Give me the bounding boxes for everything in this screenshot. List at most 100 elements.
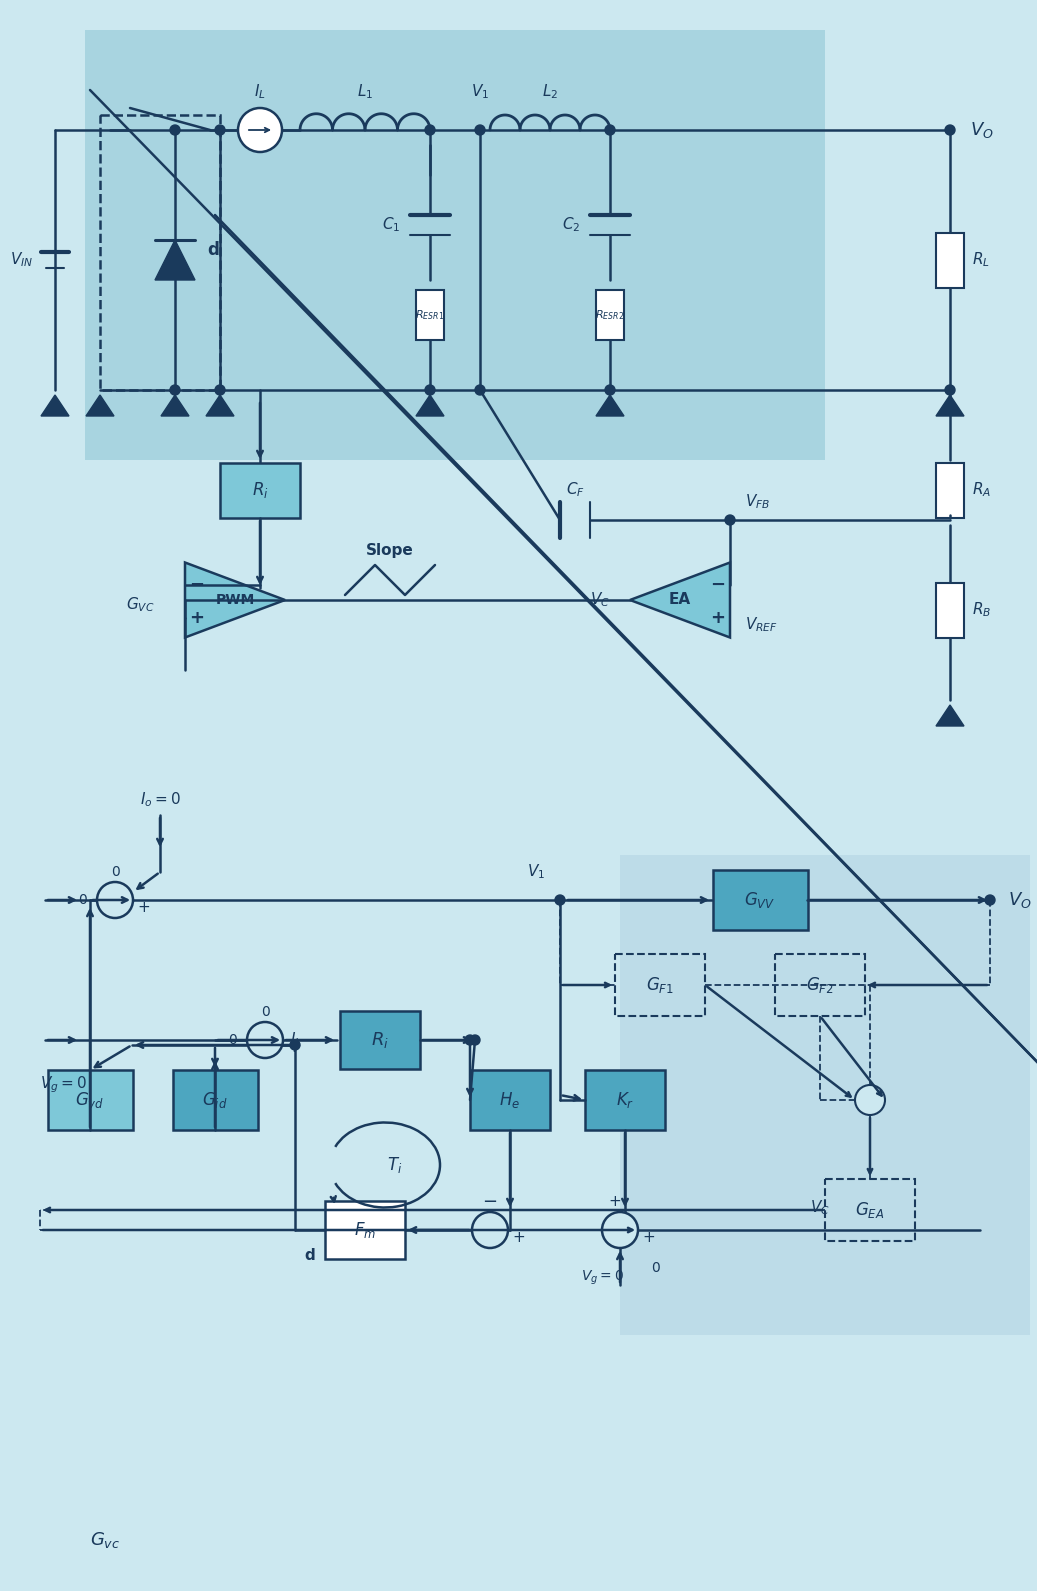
Circle shape [605, 385, 615, 395]
Text: $R_{ESR1}$: $R_{ESR1}$ [416, 309, 445, 321]
Text: +: + [287, 1041, 300, 1055]
Text: $H_e$: $H_e$ [500, 1090, 521, 1111]
Bar [620, 854, 1030, 1335]
Polygon shape [630, 563, 730, 638]
Circle shape [215, 126, 225, 135]
Text: +: + [609, 1195, 621, 1209]
Polygon shape [936, 395, 964, 415]
Circle shape [470, 1036, 480, 1045]
Bar [470, 1071, 550, 1130]
Circle shape [425, 126, 435, 135]
Circle shape [475, 126, 485, 135]
Bar [220, 463, 300, 517]
Text: +: + [190, 609, 204, 627]
Text: $V_{FB}$: $V_{FB}$ [745, 493, 770, 511]
Circle shape [290, 1041, 300, 1050]
Text: $V_C$: $V_C$ [590, 590, 610, 609]
Circle shape [170, 126, 180, 135]
Text: $C_1$: $C_1$ [382, 216, 400, 234]
Text: $R_i$: $R_i$ [252, 480, 269, 500]
Bar [936, 232, 964, 288]
Bar [325, 1201, 405, 1258]
Circle shape [247, 1021, 283, 1058]
Bar [15, 796, 1022, 1570]
Polygon shape [936, 705, 964, 725]
Bar [48, 1071, 133, 1130]
Text: 0: 0 [111, 866, 119, 878]
Circle shape [605, 126, 615, 135]
Text: EA: EA [669, 592, 691, 608]
Text: $V_O$: $V_O$ [970, 119, 993, 140]
Circle shape [854, 1085, 885, 1115]
Bar [416, 290, 444, 340]
Circle shape [239, 108, 282, 153]
Text: $V_1$: $V_1$ [527, 862, 545, 881]
Text: $V_{IN}$: $V_{IN}$ [9, 251, 33, 269]
Text: $G_{F1}$: $G_{F1}$ [646, 975, 674, 994]
Text: $V_g = 0$: $V_g = 0$ [40, 1074, 87, 1095]
Text: $R_{ESR2}$: $R_{ESR2}$ [595, 309, 624, 321]
Polygon shape [161, 395, 189, 415]
Circle shape [945, 126, 955, 135]
Polygon shape [416, 395, 444, 415]
Text: $R_L$: $R_L$ [972, 251, 990, 269]
Text: $I_L$: $I_L$ [254, 83, 265, 102]
Circle shape [725, 515, 735, 525]
Circle shape [215, 385, 225, 395]
Text: $I_L$: $I_L$ [290, 1031, 302, 1050]
Circle shape [475, 385, 485, 395]
Text: +: + [642, 1230, 654, 1246]
Text: $G_{VC}$: $G_{VC}$ [127, 595, 155, 614]
Bar [340, 1010, 420, 1069]
Bar [100, 115, 220, 390]
Text: $G_{vc}$: $G_{vc}$ [90, 1531, 120, 1550]
Bar [172, 1071, 257, 1130]
Text: $R_i$: $R_i$ [371, 1029, 389, 1050]
Circle shape [97, 881, 133, 918]
Text: $V_O$: $V_O$ [1008, 889, 1032, 910]
Bar [775, 955, 865, 1017]
Circle shape [425, 385, 435, 395]
Text: $V_{REF}$: $V_{REF}$ [745, 616, 778, 635]
Polygon shape [41, 395, 69, 415]
Text: d: d [207, 240, 219, 259]
Text: 0: 0 [260, 1006, 270, 1018]
Circle shape [602, 1212, 638, 1247]
Text: $R_B$: $R_B$ [972, 601, 991, 619]
Text: $K_r$: $K_r$ [616, 1090, 635, 1111]
Circle shape [170, 385, 180, 395]
Circle shape [472, 1212, 508, 1247]
Text: $G_{EA}$: $G_{EA}$ [856, 1200, 885, 1220]
Text: $G_{VV}$: $G_{VV}$ [745, 889, 776, 910]
Text: −: − [190, 576, 204, 593]
Text: $C_F$: $C_F$ [565, 480, 585, 500]
Text: Slope: Slope [366, 543, 414, 557]
Bar [585, 1071, 665, 1130]
Text: 0: 0 [78, 893, 87, 907]
Bar [596, 290, 624, 340]
Bar [936, 582, 964, 638]
Text: d: d [305, 1247, 315, 1263]
Text: $C_2$: $C_2$ [562, 216, 580, 234]
Text: −: − [482, 1193, 498, 1211]
Text: −: − [710, 576, 726, 593]
Text: +: + [710, 609, 726, 627]
Text: +: + [137, 901, 149, 915]
Bar [712, 870, 808, 931]
Bar [615, 955, 705, 1017]
Text: +: + [512, 1230, 525, 1246]
Text: $G_{F2}$: $G_{F2}$ [806, 975, 834, 994]
Text: $T_i$: $T_i$ [388, 1155, 402, 1176]
Polygon shape [155, 240, 195, 280]
Polygon shape [596, 395, 624, 415]
Circle shape [555, 896, 565, 905]
Text: $V_g = 0$: $V_g = 0$ [581, 1270, 623, 1287]
Text: $G_{vd}$: $G_{vd}$ [76, 1090, 105, 1111]
Text: $L_2$: $L_2$ [542, 83, 558, 102]
Circle shape [465, 1036, 475, 1045]
Text: $V_C$: $V_C$ [810, 1198, 830, 1217]
Circle shape [985, 896, 994, 905]
Circle shape [945, 385, 955, 395]
Bar [15, 14, 1022, 714]
Text: 0: 0 [228, 1033, 237, 1047]
